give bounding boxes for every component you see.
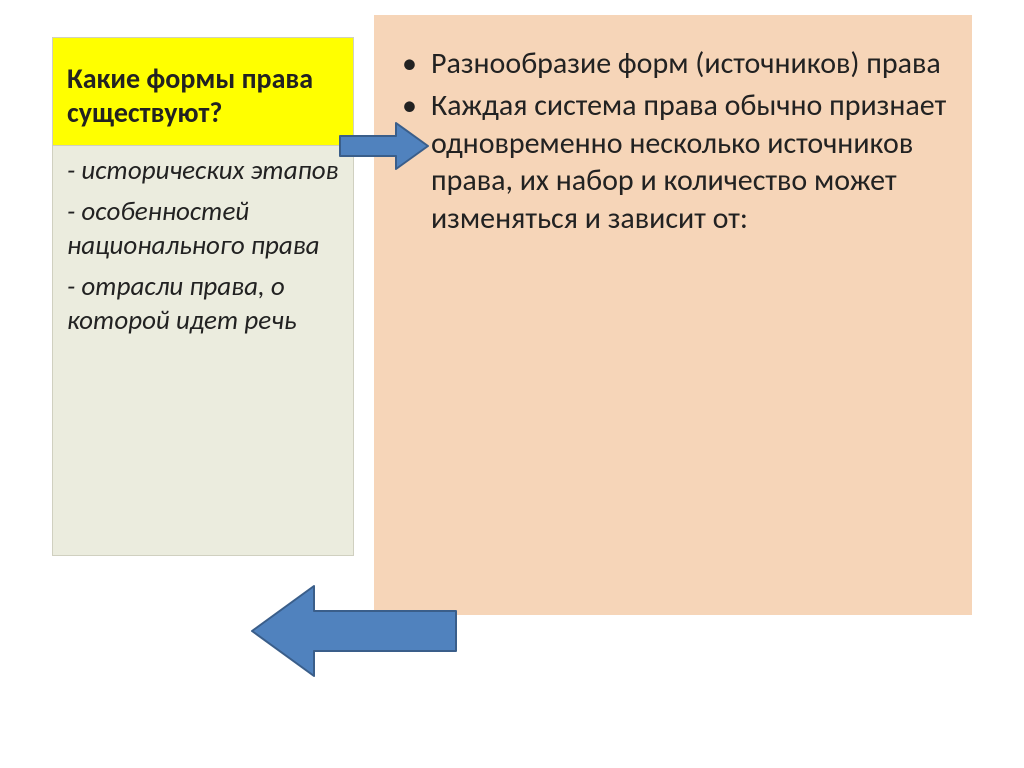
bullet-item: • Каждая система права обычно признает о… [396,87,950,238]
yellow-header-box: Какие формы права существуют? [52,37,354,146]
left-column: Какие формы права существуют? - историче… [52,37,354,556]
left-title: Какие формы права существуют? [67,62,339,129]
bullet-item: • Разнообразие форм (источников) права [396,45,950,83]
arrow-left-icon [248,583,458,679]
slide-container: Какие формы права существуют? - историче… [52,15,972,665]
bullet-text: Разнообразие форм (источников) права [431,45,941,83]
bullet-dot-icon: • [402,45,417,83]
bullet-text: Каждая система права обычно признает одн… [431,87,950,238]
right-column: • Разнообразие форм (источников) права •… [374,15,972,615]
left-item: - особенностей национального права [67,195,339,264]
left-body-box: - исторических этапов - особенностей нац… [52,146,354,556]
left-item: - отрасли права, о которой идет речь [67,270,339,339]
arrow-right-icon [338,121,430,171]
left-item: - исторических этапов [67,154,339,189]
